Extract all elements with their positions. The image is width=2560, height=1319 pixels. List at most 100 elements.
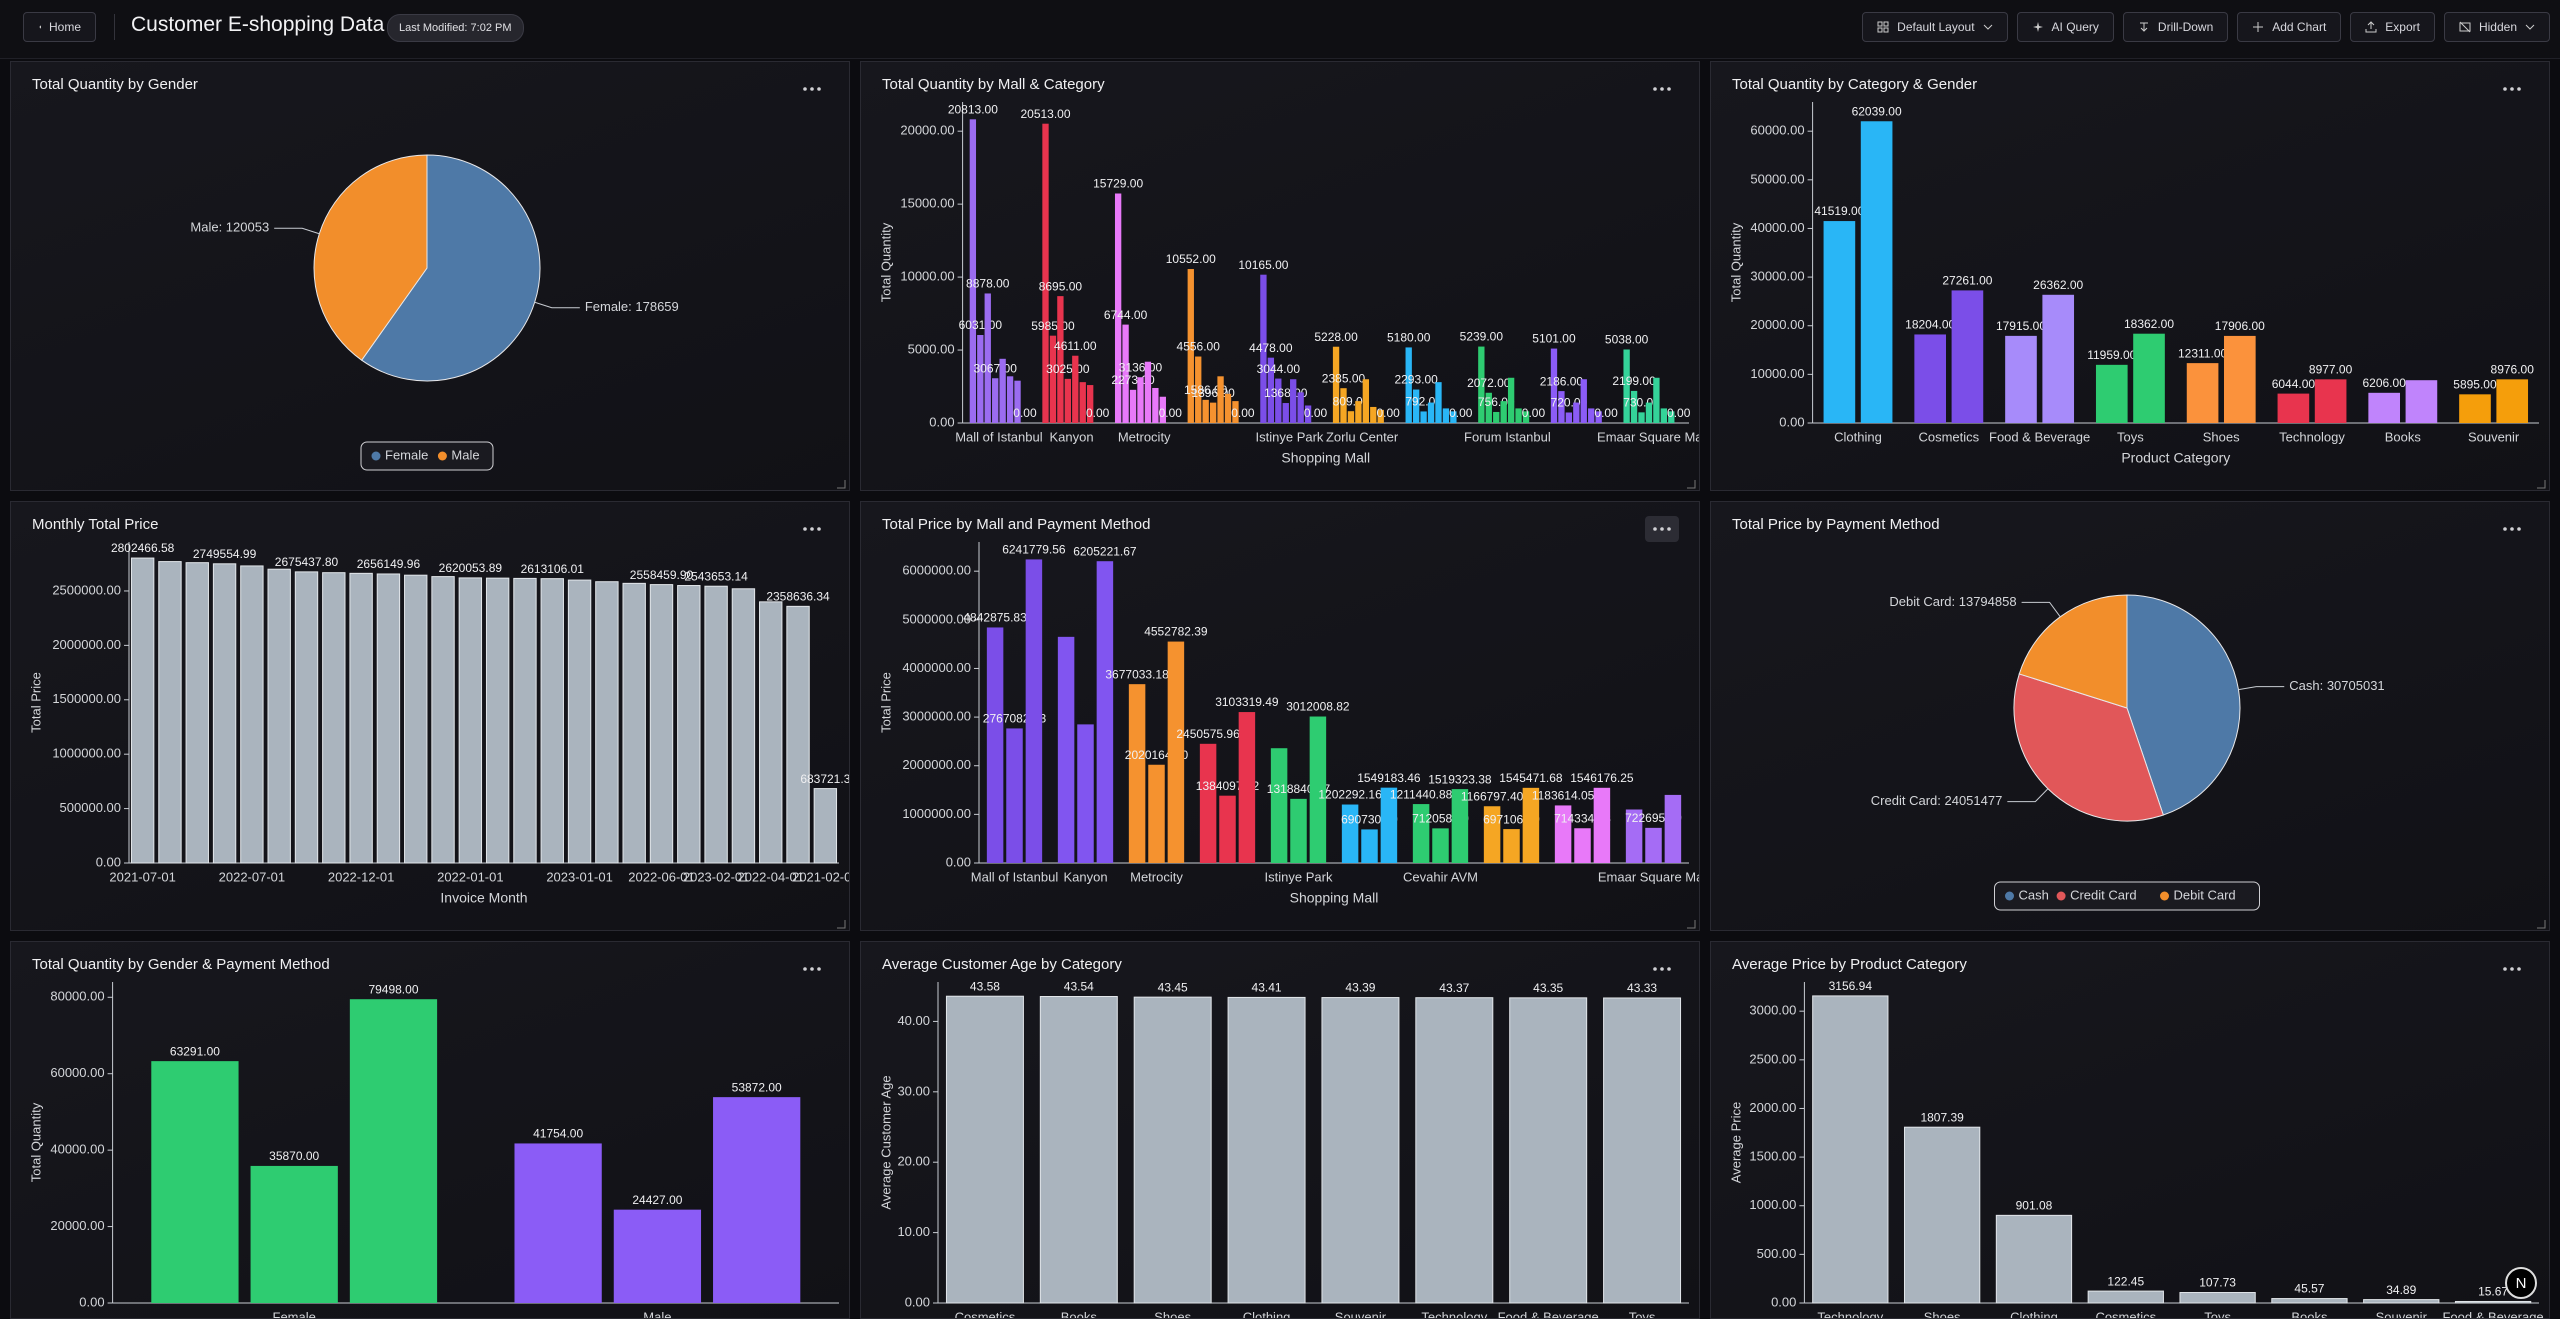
value-label: 1519323.38	[1428, 772, 1492, 786]
layout-button[interactable]: Default Layout	[1862, 12, 2008, 42]
y-tick-label: 30000.00	[1750, 269, 1804, 284]
bar	[1380, 787, 1398, 863]
menu-dot[interactable]	[817, 87, 821, 91]
menu-dot[interactable]	[2503, 527, 2507, 531]
menu-dot[interactable]	[1660, 527, 1664, 531]
menu-dot[interactable]	[1667, 87, 1671, 91]
menu-dot[interactable]	[2517, 967, 2521, 971]
bar	[1405, 347, 1412, 423]
chart-panel: 0.00 10000.00 20000.00 30000.00 40000.00 5000…	[1710, 61, 2550, 491]
menu-dot[interactable]	[817, 527, 821, 531]
menu-dot[interactable]	[810, 527, 814, 531]
menu-dot[interactable]	[810, 87, 814, 91]
menu-dot[interactable]	[803, 87, 807, 91]
menu-dot[interactable]	[2510, 527, 2514, 531]
x-axis-label: Shopping Mall	[1290, 890, 1379, 906]
x-tick-label: 2022-07-01	[219, 869, 286, 884]
menu-dot[interactable]	[803, 967, 807, 971]
bar	[294, 571, 319, 864]
value-label: 6241779.56	[1002, 543, 1066, 557]
x-tick-label: Clothing	[1834, 429, 1882, 444]
menu-dot[interactable]	[2503, 87, 2507, 91]
y-tick-label: 40.00	[897, 1013, 930, 1028]
legend-swatch	[371, 451, 381, 461]
menu-dot[interactable]	[1667, 527, 1671, 531]
bar	[2277, 393, 2310, 423]
value-label: 5101.00	[1532, 332, 1576, 346]
bar	[1914, 334, 1947, 423]
resize-handle	[837, 480, 846, 489]
value-label: 0.00	[1304, 406, 1328, 420]
menu-dot[interactable]	[810, 967, 814, 971]
menu-dot[interactable]	[803, 527, 807, 531]
value-label: 20513.00	[1020, 107, 1070, 121]
menu-dot[interactable]	[1660, 967, 1664, 971]
add-chart-button[interactable]: Add Chart	[2237, 12, 2342, 42]
value-label: 2620053.89	[439, 561, 503, 575]
bar	[1415, 997, 1494, 1304]
value-label: 1546176.25	[1570, 771, 1634, 785]
bar	[969, 119, 977, 424]
y-tick-label: 40000.00	[1750, 220, 1804, 235]
value-label: 5895.00	[2453, 378, 2497, 392]
y-tick-label: 6000000.00	[902, 563, 971, 578]
y-tick-label: 60000.00	[1750, 123, 1804, 138]
bar	[1332, 346, 1340, 423]
drill-down-button[interactable]: Drill-Down	[2122, 12, 2229, 42]
bar	[2133, 333, 2165, 423]
chart-title: Total Quantity by Gender	[32, 76, 198, 93]
value-label: 10552.00	[1166, 252, 1216, 266]
value-label: 15729.00	[1093, 177, 1143, 191]
bar	[1485, 392, 1492, 423]
bar	[813, 788, 838, 864]
chart-title: Total Price by Payment Method	[1732, 516, 1940, 533]
y-tick-label: 0.00	[929, 414, 954, 429]
menu-dot[interactable]	[2510, 967, 2514, 971]
slice-label: Male: 120053	[190, 220, 269, 235]
y-tick-label: 10.00	[897, 1224, 930, 1239]
value-label: 2072.00	[1467, 376, 1511, 390]
bar	[1057, 296, 1064, 423]
button-label: Add Chart	[2272, 20, 2327, 34]
x-tick-label: Istinye Park	[1265, 869, 1333, 884]
bar	[1049, 335, 1057, 423]
x-tick-label: Clothing	[2010, 1309, 2058, 1319]
bar	[1645, 402, 1653, 423]
bar	[1812, 995, 1889, 1304]
bar	[713, 1097, 801, 1303]
chart-panel: 0.00 20000.00 40000.00 60000.00 80000.00 Tota…	[10, 941, 850, 1319]
chart: 0.00 10000.00 20000.00 30000.00 40000.00 5000…	[1728, 87, 2546, 489]
menu-dot[interactable]	[1653, 527, 1657, 531]
menu-dot[interactable]	[1653, 87, 1657, 91]
chart-panel: 0.00 10.00 20.00 30.00 40.00 Average Customer…	[860, 941, 1700, 1319]
back-icon	[39, 25, 41, 29]
bar	[1270, 748, 1288, 863]
menu-dot[interactable]	[2510, 87, 2514, 91]
icon	[2365, 21, 2377, 33]
bar	[1903, 1126, 1981, 1304]
menu-dot[interactable]	[1660, 87, 1664, 91]
value-label: 24427.00	[632, 1193, 682, 1207]
bar	[1077, 724, 1094, 863]
menu-dot[interactable]	[2517, 527, 2521, 531]
bar	[1309, 716, 1327, 863]
assistant-badge[interactable]: N	[2505, 1267, 2537, 1299]
value-label: 1549183.46	[1357, 771, 1421, 785]
menu-dot[interactable]	[1667, 967, 1671, 971]
label-line	[2007, 788, 2049, 803]
menu-dot[interactable]	[817, 967, 821, 971]
menu-dot[interactable]	[2503, 967, 2507, 971]
value-label: 3156.94	[1829, 979, 1873, 993]
ai-query-button[interactable]: AI Query	[2016, 12, 2114, 42]
value-label: 34.89	[2386, 1283, 2416, 1297]
bar	[1321, 997, 1400, 1304]
menu-dot[interactable]	[2517, 87, 2521, 91]
bar	[240, 565, 264, 864]
menu-dot[interactable]	[1653, 967, 1657, 971]
y-tick-label: 60000.00	[50, 1065, 104, 1080]
bar	[1550, 348, 1558, 423]
export-button[interactable]: Export	[2350, 12, 2435, 42]
hidden-button[interactable]: Hidden	[2443, 12, 2550, 42]
chart-title: Total Quantity by Category & Gender	[1732, 76, 1978, 93]
home-button[interactable]: Home	[23, 12, 96, 42]
